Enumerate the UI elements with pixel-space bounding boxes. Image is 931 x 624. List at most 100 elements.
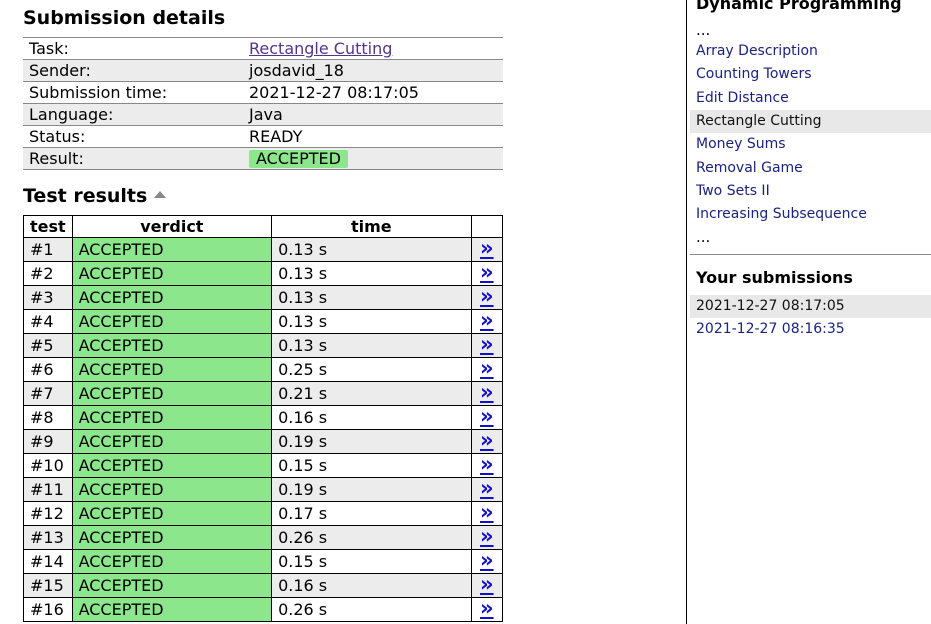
test-number: #11 xyxy=(23,477,73,502)
view-test-link[interactable]: » xyxy=(479,284,494,308)
test-link-cell: » xyxy=(470,524,504,550)
detail-row-time: Submission time: 2021-12-27 08:17:05 xyxy=(23,81,503,104)
detail-label: Language: xyxy=(23,103,243,126)
test-link-cell: » xyxy=(470,572,504,598)
submission-details-table: Task: Rectangle Cutting Sender: josdavid… xyxy=(23,37,503,170)
detail-label: Status: xyxy=(23,125,243,148)
table-header-row: test verdict time xyxy=(23,215,504,238)
view-test-link[interactable]: » xyxy=(479,260,494,284)
test-number: #5 xyxy=(23,333,73,358)
view-test-link[interactable]: » xyxy=(479,548,494,572)
sidebar-task-link[interactable]: Money Sums xyxy=(696,136,786,153)
test-verdict: ACCEPTED xyxy=(71,261,273,286)
view-test-link[interactable]: » xyxy=(479,380,494,404)
sidebar-divider xyxy=(686,0,687,624)
sidebar-separator xyxy=(690,254,931,255)
test-verdict: ACCEPTED xyxy=(71,333,273,358)
view-test-link[interactable]: » xyxy=(479,596,494,620)
table-row: #7 ACCEPTED 0.21 s » xyxy=(23,380,504,406)
detail-row-result: Result: ACCEPTED xyxy=(23,147,503,170)
col-header-link xyxy=(470,215,504,238)
sidebar-task-link[interactable]: Removal Game xyxy=(696,159,803,176)
table-row: #2 ACCEPTED 0.13 s » xyxy=(23,260,504,286)
test-number: #2 xyxy=(23,261,73,286)
detail-row-sender: Sender: josdavid_18 xyxy=(23,59,503,82)
view-test-link[interactable]: » xyxy=(479,428,494,452)
tasks-ellipsis-bottom: ... xyxy=(696,228,711,246)
view-test-link[interactable]: » xyxy=(479,500,494,524)
detail-value: josdavid_18 xyxy=(243,59,503,82)
submission-link[interactable]: 2021-12-27 08:16:35 xyxy=(696,321,845,337)
test-verdict: ACCEPTED xyxy=(71,309,273,334)
test-link-cell: » xyxy=(470,500,504,526)
table-row: #13 ACCEPTED 0.26 s » xyxy=(23,524,504,550)
test-time: 0.26 s xyxy=(271,525,472,550)
sidebar-task-link[interactable]: Array Description xyxy=(696,43,818,59)
sidebar-section-title: Dynamic Programming xyxy=(696,0,902,13)
test-number: #7 xyxy=(23,381,73,406)
test-verdict: ACCEPTED xyxy=(71,357,273,382)
collapse-triangle-icon[interactable] xyxy=(154,191,167,198)
test-verdict: ACCEPTED xyxy=(71,237,273,262)
test-number: #15 xyxy=(23,573,73,598)
view-test-link[interactable]: » xyxy=(479,476,494,500)
test-number: #4 xyxy=(23,309,73,334)
test-verdict: ACCEPTED xyxy=(71,429,273,454)
sidebar-task-link[interactable]: Increasing Subsequence xyxy=(696,206,867,223)
test-time: 0.15 s xyxy=(271,453,472,478)
task-link[interactable]: Rectangle Cutting xyxy=(249,39,393,58)
view-test-link[interactable]: » xyxy=(479,404,494,428)
view-test-link[interactable]: » xyxy=(479,572,494,596)
view-test-link[interactable]: » xyxy=(479,524,494,548)
sidebar-task-link[interactable]: Rectangle Cutting xyxy=(690,109,931,133)
table-row: #14 ACCEPTED 0.15 s » xyxy=(23,548,504,574)
submission-link[interactable]: 2021-12-27 08:17:05 xyxy=(690,295,931,318)
test-link-cell: » xyxy=(470,260,504,286)
view-test-link[interactable]: » xyxy=(479,308,494,332)
table-row: #15 ACCEPTED 0.16 s » xyxy=(23,572,504,598)
table-row: #12 ACCEPTED 0.17 s » xyxy=(23,500,504,526)
test-verdict: ACCEPTED xyxy=(71,597,273,622)
submission-details-heading: Submission details xyxy=(23,7,226,29)
detail-value: 2021-12-27 08:17:05 xyxy=(243,81,503,104)
view-test-link[interactable]: » xyxy=(479,356,494,380)
test-link-cell: » xyxy=(470,596,504,622)
test-verdict: ACCEPTED xyxy=(71,549,273,574)
test-number: #13 xyxy=(23,525,73,550)
test-link-cell: » xyxy=(470,548,504,574)
test-number: #12 xyxy=(23,501,73,526)
test-number: #6 xyxy=(23,357,73,382)
test-results-table: test verdict time #1 ACCEPTED 0.13 s» #2 ACC… xyxy=(23,215,504,622)
test-results-heading[interactable]: Test results xyxy=(23,185,167,207)
sidebar-task-link[interactable]: Edit Distance xyxy=(696,89,789,106)
test-time: 0.16 s xyxy=(271,405,472,430)
col-header-verdict: verdict xyxy=(71,215,273,238)
test-verdict: ACCEPTED xyxy=(71,477,273,502)
detail-value: Rectangle Cutting xyxy=(243,37,503,60)
detail-row-language: Language: Java xyxy=(23,103,503,126)
sidebar-task-link[interactable]: Counting Towers xyxy=(696,66,812,83)
test-link-cell: » xyxy=(470,380,504,406)
test-time: 0.19 s xyxy=(271,477,472,502)
test-link-cell: » xyxy=(470,332,504,358)
test-verdict: ACCEPTED xyxy=(71,573,273,598)
test-verdict: ACCEPTED xyxy=(71,285,273,310)
test-time: 0.17 s xyxy=(271,501,472,526)
test-link-cell: » xyxy=(470,428,504,454)
test-link-cell: » xyxy=(470,236,504,262)
view-test-link[interactable]: » xyxy=(479,332,494,356)
test-verdict: ACCEPTED xyxy=(71,453,273,478)
test-link-cell: » xyxy=(470,284,504,310)
test-time: 0.13 s xyxy=(271,261,472,286)
view-test-link[interactable]: » xyxy=(479,236,494,260)
sidebar-task-link[interactable]: Two Sets II xyxy=(696,182,770,199)
table-row: #10 ACCEPTED 0.15 s » xyxy=(23,452,504,478)
test-results-title: Test results xyxy=(23,185,148,207)
test-link-cell: » xyxy=(470,308,504,334)
view-test-link[interactable]: » xyxy=(479,452,494,476)
test-number: #8 xyxy=(23,405,73,430)
test-number: #1 xyxy=(23,237,73,262)
test-time: 0.15 s xyxy=(271,549,472,574)
col-header-test: test xyxy=(23,215,73,238)
test-time: 0.25 s xyxy=(271,357,472,382)
